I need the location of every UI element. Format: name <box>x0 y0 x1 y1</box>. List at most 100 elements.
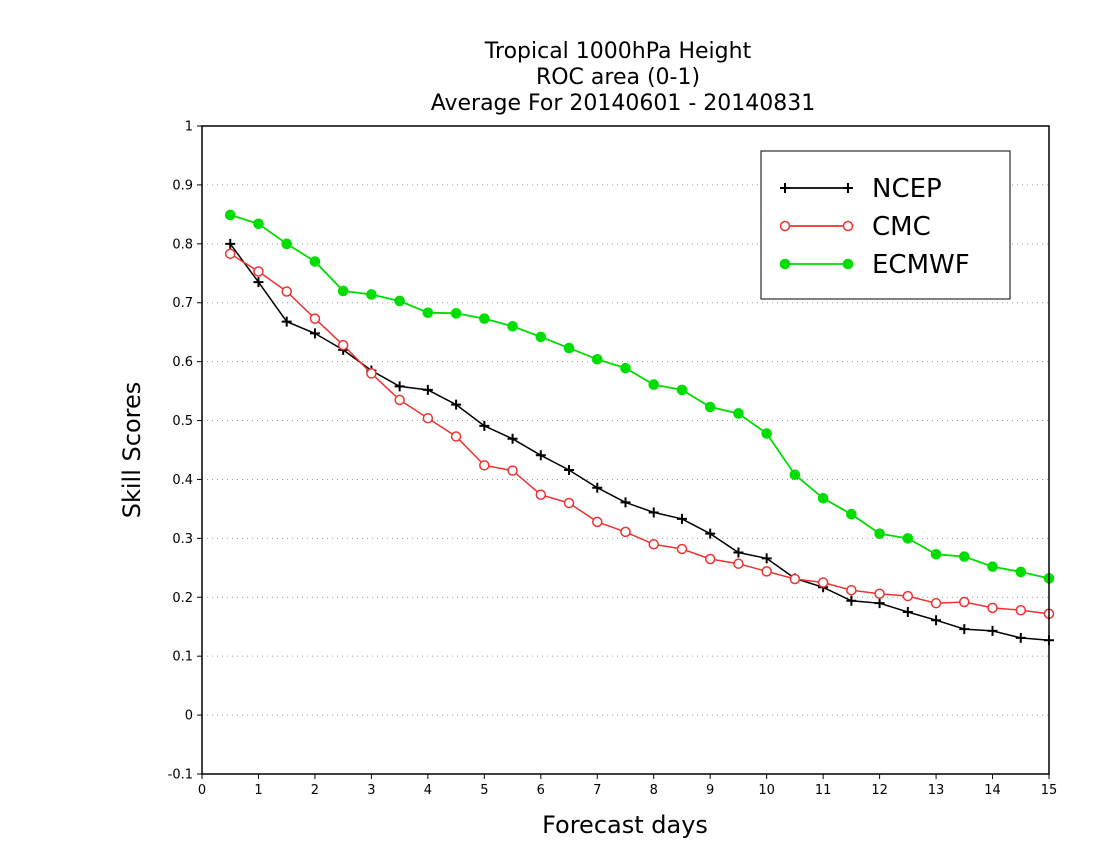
y-tick-label: 1 <box>185 120 193 135</box>
data-point-ecmwf <box>281 238 293 250</box>
data-point-ncep <box>676 513 687 524</box>
data-point-ncep <box>620 497 631 508</box>
data-point-cmc <box>1015 604 1027 616</box>
y-tick-label: 0 <box>185 709 193 724</box>
x-axis-label: Forecast days <box>542 811 708 839</box>
x-tick-label: 8 <box>650 783 658 798</box>
data-point-cmc <box>422 412 434 424</box>
data-point-ecmwf <box>479 313 490 324</box>
y-tick-label: 0.5 <box>172 414 193 429</box>
data-point-ncep <box>648 507 659 518</box>
data-point-ecmwf <box>253 218 264 230</box>
data-point-ecmwf <box>648 379 660 390</box>
y-tick-label: -0.1 <box>168 768 193 783</box>
series-ecmwf <box>224 209 1055 584</box>
data-point-ecmwf <box>450 308 462 319</box>
legend-label: ECMWF <box>872 250 970 280</box>
data-point-ecmwf <box>309 256 321 267</box>
data-point-ecmwf <box>422 307 434 319</box>
series-ncep <box>225 238 1054 646</box>
data-point-cmc <box>959 596 970 608</box>
data-point-ncep <box>733 547 744 558</box>
legend: NCEP CMC ECMWF <box>760 150 1011 300</box>
x-tick-label: 13 <box>928 783 945 798</box>
data-point-cmc <box>620 526 631 538</box>
data-point-ncep <box>507 433 518 444</box>
legend-swatch-marker <box>779 258 791 270</box>
x-tick-label: 7 <box>593 783 601 798</box>
data-point-ecmwf <box>620 362 631 374</box>
x-tick-label: 12 <box>871 783 888 798</box>
data-point-cmc <box>224 248 236 260</box>
data-point-ncep <box>225 238 236 249</box>
data-point-cmc <box>309 313 321 324</box>
legend-item-cmc: CMC <box>779 212 931 242</box>
data-point-ecmwf <box>874 528 885 539</box>
x-tick-label: 15 <box>1041 783 1058 798</box>
series-line-ncep <box>229 243 1050 642</box>
legend-label: NCEP <box>872 174 942 204</box>
y-tick-label: 0.4 <box>172 473 193 488</box>
x-tick-label: 14 <box>984 783 1001 798</box>
data-point-ncep <box>564 465 575 476</box>
data-point-ecmwf <box>902 533 914 544</box>
x-tick-label: 3 <box>367 783 375 798</box>
y-tick-label: 0.7 <box>172 296 193 311</box>
title-line-1: Tropical 1000hPa Height <box>484 39 752 64</box>
y-tick-label: 0.8 <box>172 237 193 252</box>
data-point-ncep <box>846 595 857 606</box>
data-point-ecmwf <box>789 469 801 481</box>
data-point-ncep <box>451 399 462 410</box>
chart-title: Tropical 1000hPa Height ROC area (0-1) A… <box>431 39 816 116</box>
data-point-cmc <box>987 602 998 614</box>
data-point-cmc <box>535 489 547 501</box>
data-point-ncep <box>705 528 716 539</box>
x-tick-label: 4 <box>424 783 432 798</box>
data-point-cmc <box>846 584 857 596</box>
data-point-cmc <box>366 368 377 379</box>
data-point-ncep <box>1015 632 1026 643</box>
legend-box <box>760 150 1011 300</box>
data-point-ncep <box>253 277 264 288</box>
x-axis-ticks: 0 1 2 3 4 5 6 7 8 9 10 11 12 13 14 15 <box>198 774 1057 798</box>
data-point-cmc <box>874 588 885 599</box>
data-point-cmc <box>450 431 462 442</box>
legend-label: CMC <box>872 212 931 242</box>
series-line-cmc <box>229 253 1050 615</box>
y-tick-label: 0.9 <box>172 178 193 193</box>
data-point-cmc <box>733 558 744 569</box>
legend-item-ncep: NCEP <box>780 174 942 204</box>
legend-swatch-marker <box>780 183 790 193</box>
data-point-cmc <box>253 266 264 277</box>
data-point-cmc <box>761 566 772 577</box>
y-axis-ticks: -0.1 0 0.1 0.2 0.3 0.4 0.5 0.6 0.7 0.8 0.9 1 <box>168 120 202 783</box>
y-tick-label: 0.2 <box>172 591 193 606</box>
data-point-ecmwf <box>930 548 942 560</box>
x-tick-label: 11 <box>815 783 832 798</box>
data-point-ecmwf <box>507 320 518 332</box>
data-point-ncep <box>394 381 405 392</box>
data-point-ncep <box>959 624 970 635</box>
data-point-ecmwf <box>1015 566 1027 578</box>
data-point-ecmwf <box>817 493 829 504</box>
legend-swatch-marker <box>842 258 854 270</box>
y-tick-label: 0.3 <box>172 532 193 547</box>
data-point-cmc <box>507 465 518 476</box>
y-axis-label: Skill Scores <box>118 382 146 519</box>
legend-swatch-marker <box>779 220 791 232</box>
title-line-3: Average For 20140601 - 20140831 <box>431 91 816 116</box>
x-tick-label: 0 <box>198 783 206 798</box>
data-point-cmc <box>704 553 716 565</box>
title-line-2: ROC area (0-1) <box>536 65 700 90</box>
data-point-ecmwf <box>676 384 688 396</box>
data-point-ncep <box>761 553 772 564</box>
data-point-ecmwf <box>337 285 349 297</box>
x-tick-label: 1 <box>254 783 262 798</box>
legend-item-ecmwf: ECMWF <box>779 250 970 280</box>
data-point-ncep <box>309 328 320 339</box>
data-point-cmc <box>479 460 490 471</box>
data-point-ncep <box>931 615 942 626</box>
data-point-cmc <box>337 339 349 351</box>
data-point-ncep <box>281 316 292 327</box>
